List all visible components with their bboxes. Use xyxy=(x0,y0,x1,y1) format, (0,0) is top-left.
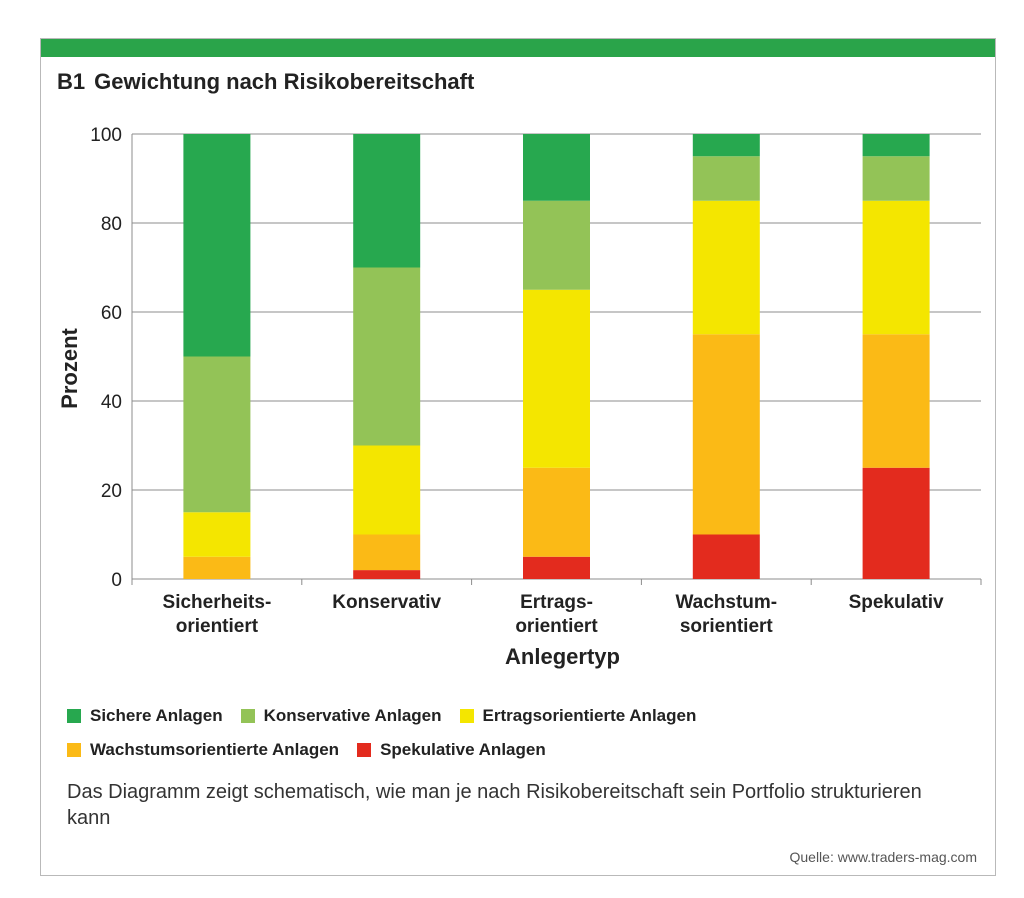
y-tick-label: 100 xyxy=(90,125,122,146)
y-tick-label: 40 xyxy=(101,392,122,413)
bar-segment xyxy=(523,200,590,290)
bar-segment xyxy=(523,134,590,201)
bar-segment xyxy=(183,556,251,579)
source-note: Quelle: www.traders-mag.com xyxy=(789,849,977,865)
header-bar xyxy=(41,39,995,57)
bar-segment xyxy=(353,445,421,535)
y-tick-label: 60 xyxy=(101,303,122,324)
bar-segment xyxy=(692,134,760,157)
legend-entry: Sichere Anlagen xyxy=(67,706,223,726)
legend-label: Ertragsorientierte Anlagen xyxy=(482,706,697,725)
y-tick-label: 80 xyxy=(101,214,122,235)
legend-label: Spekulative Anlagen xyxy=(380,740,546,759)
bar-segment xyxy=(862,467,930,579)
bar-segment xyxy=(692,156,760,201)
bar-segment xyxy=(183,134,251,357)
x-tick-label: Sicherheits- xyxy=(163,592,272,613)
legend-swatch xyxy=(67,743,81,757)
bar-segment xyxy=(692,334,760,535)
legend-row: Wachstumsorientierte Anlagen Spekulative … xyxy=(67,733,967,767)
bar-segment xyxy=(862,200,930,335)
bar-segment xyxy=(353,534,421,571)
bar-segment xyxy=(523,467,590,557)
bar-segment xyxy=(862,156,930,201)
x-tick-label: orientiert xyxy=(515,616,598,637)
legend-entry: Konservative Anlagen xyxy=(240,706,442,726)
y-axis-title: Prozent xyxy=(57,327,82,408)
bar-segment xyxy=(523,289,590,468)
chart-title: B1 Gewichtung nach Risikobereitschaft xyxy=(57,69,474,95)
x-tick-label: Konservativ xyxy=(332,592,441,613)
legend-swatch xyxy=(67,709,81,723)
figure-frame: B1 Gewichtung nach Risikobereitschaft 0 20… xyxy=(40,38,996,876)
bar-segment xyxy=(862,134,930,157)
legend-swatch xyxy=(459,709,474,723)
legend-row: Sichere Anlagen Konservative Anlagen Ertra… xyxy=(67,699,967,733)
legend-label: Wachstumsorientierte Anlagen xyxy=(90,740,340,759)
y-tick-label: 0 xyxy=(111,570,122,591)
caption: Das Diagramm zeigt schematisch, wie man … xyxy=(67,781,922,829)
bar-segment xyxy=(353,570,421,579)
bar-segment xyxy=(692,534,760,579)
bar-segment xyxy=(692,200,760,335)
y-tick-label: 20 xyxy=(101,481,122,502)
stacked-bar-chart: 0 20 40 60 80 100 Sicherheits-orientiert Konser… xyxy=(57,125,982,669)
title-text: Gewichtung nach Risikobereitschaft xyxy=(94,69,475,94)
legend-swatch xyxy=(240,709,255,723)
legend-entry: Wachstumsorientierte Anlagen xyxy=(67,740,339,760)
bar-segment xyxy=(862,334,930,468)
legend-label: Sichere Anlagen xyxy=(90,706,223,725)
x-axis-title: Anlegertyp xyxy=(505,644,620,669)
x-tick-label: Wachstum- xyxy=(675,592,777,613)
legend-swatch xyxy=(357,743,372,757)
figure-number: B1 xyxy=(57,69,86,94)
bar-segment xyxy=(353,134,421,268)
x-tick-label: Ertrags- xyxy=(520,592,593,613)
x-tick-label: sorientiert xyxy=(680,616,774,637)
bar-segment xyxy=(353,267,421,446)
bar-segment xyxy=(183,512,251,557)
legend-label: Konservative Anlagen xyxy=(263,706,442,725)
bar-segment xyxy=(523,556,590,579)
legend-entry: Ertragsorientierte Anlagen xyxy=(459,706,697,726)
x-tick-label: orientiert xyxy=(176,616,259,637)
legend: Sichere Anlagen Konservative Anlagen Ertra… xyxy=(67,699,967,767)
x-tick-label: Spekulativ xyxy=(849,592,944,613)
bar-segment xyxy=(183,356,251,513)
legend-entry: Spekulative Anlagen xyxy=(357,740,546,760)
